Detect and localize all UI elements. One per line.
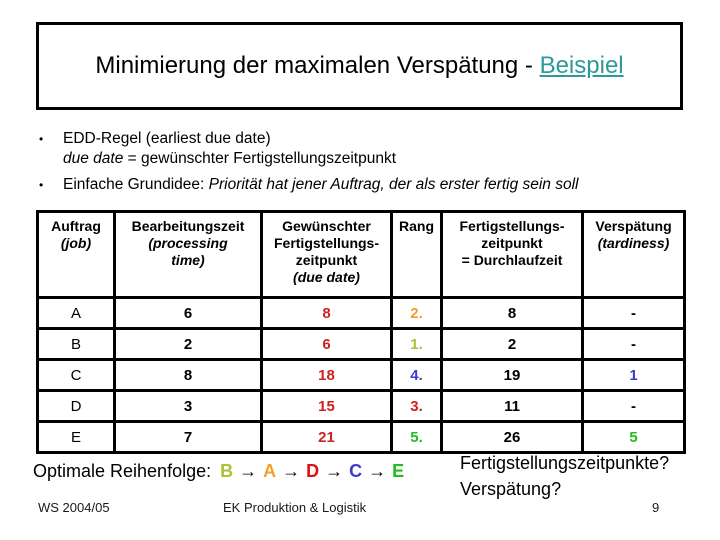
table-row-b: B 2 6 1. 2 - [36, 327, 686, 361]
cell-due-date: 18 [260, 358, 393, 392]
cell-tardiness: - [581, 327, 686, 361]
cell-tardiness: - [581, 296, 686, 330]
bullet-icon: • [39, 178, 44, 192]
table-row-e: E 7 21 5. 26 5 [36, 420, 686, 454]
cell-rank: 2. [390, 296, 443, 330]
col-header-verspaetung: Verspätung (tardiness) [581, 210, 686, 299]
header-line: Verspätung [595, 218, 672, 234]
questions-block: Fertigstellungszeitpunkte? Verspätung? [460, 450, 669, 502]
footer-course-name: EK Produktion & Logistik [223, 500, 367, 515]
bullet-item-grundidee: • Einfache Grundidee: Priorität hat jene… [36, 175, 691, 195]
col-header-due-date: Gewünschter Fertigstellungs- zeitpunkt (… [260, 210, 393, 299]
cell-processing-time: 3 [113, 389, 263, 423]
bullet-text: EDD-Regel (earliest due date) due date =… [63, 129, 691, 169]
header-line: (job) [60, 235, 92, 251]
bullet-edd-line1: EDD-Regel (earliest due date) [63, 130, 271, 147]
cell-processing-time: 7 [113, 420, 263, 454]
due-date-definition: = gewünschter Fertigstellungszeitpunkt [123, 150, 397, 167]
header-line: Fertigstellungs- [273, 235, 379, 251]
question-line-1: Fertigstellungszeitpunkte? [460, 453, 670, 473]
table-row-a: A 6 8 2. 8 - [36, 296, 686, 330]
question-line-2: Verspätung? [460, 479, 562, 499]
cell-processing-time: 8 [113, 358, 263, 392]
sequence-letter-e: E [392, 461, 405, 481]
footer-page-number: 9 [652, 500, 660, 515]
cell-rank: 5. [390, 420, 443, 454]
cell-completion-time: 8 [440, 296, 584, 330]
header-line: = Durchlaufzeit [461, 252, 563, 268]
bullet-text: Einfache Grundidee: Priorität hat jener … [63, 175, 691, 195]
sequence-letter-d: D [306, 461, 320, 481]
sequence-letter-c: C [349, 461, 363, 481]
cell-tardiness: 1 [581, 358, 686, 392]
header-line: time) [171, 252, 205, 268]
header-line: zeitpunkt [295, 252, 358, 268]
due-date-italic: due date [63, 150, 124, 167]
cell-job: B [36, 327, 116, 361]
cell-rank: 4. [390, 358, 443, 392]
grundidee-prefix: Einfache Grundidee: [63, 176, 209, 193]
cell-processing-time: 2 [113, 327, 263, 361]
cell-rank: 3. [390, 389, 443, 423]
title-box: Minimierung der maximalen Verspätung - B… [36, 22, 683, 110]
arrow-icon: → [325, 461, 344, 481]
cell-due-date: 6 [260, 327, 393, 361]
edd-schedule-table: Auftrag (job) Bearbeitungszeit (processi… [36, 210, 686, 454]
cell-job: E [36, 420, 116, 454]
sequence-letter-a: A [263, 461, 277, 481]
cell-due-date: 8 [260, 296, 393, 330]
cell-processing-time: 6 [113, 296, 263, 330]
header-line: Fertigstellungs- [459, 218, 565, 234]
page-title: Minimierung der maximalen Verspätung - B… [95, 52, 623, 80]
cell-rank: 1. [390, 327, 443, 361]
cell-due-date: 21 [260, 420, 393, 454]
bullet-list: • EDD-Regel (earliest due date) due date… [36, 129, 691, 195]
grundidee-italic: Priorität hat jener Auftrag, der als ers… [208, 176, 579, 193]
cell-completion-time: 19 [440, 358, 584, 392]
col-header-rang: Rang [390, 210, 443, 299]
footer-semester: WS 2004/05 [38, 500, 110, 515]
header-line: zeitpunkt [481, 235, 543, 251]
header-line: Gewünschter [282, 218, 371, 234]
sequence-letter-b: B [220, 461, 234, 481]
beispiel-link[interactable]: Beispiel [539, 52, 624, 79]
cell-tardiness: 5 [581, 420, 686, 454]
cell-due-date: 15 [260, 389, 393, 423]
title-main-text: Minimierung der maximalen Verspätung - [95, 52, 540, 79]
cell-completion-time: 2 [440, 327, 584, 361]
arrow-icon: → [282, 461, 301, 481]
cell-completion-time: 26 [440, 420, 584, 454]
cell-tardiness: - [581, 389, 686, 423]
cell-job: D [36, 389, 116, 423]
header-line: (due date) [293, 269, 360, 285]
table-row-d: D 3 15 3. 11 - [36, 389, 686, 423]
table-row-c: C 8 18 4. 19 1 [36, 358, 686, 392]
cell-completion-time: 11 [440, 389, 584, 423]
bullet-icon: • [39, 132, 44, 146]
cell-job: C [36, 358, 116, 392]
col-header-fertigstellungszeitpunkt: Fertigstellungs- zeitpunkt = Durchlaufze… [440, 210, 584, 299]
header-line: (processing [148, 235, 228, 251]
bullet-edd-line2: due date = gewünschter Fertigstellungsze… [63, 149, 691, 169]
header-line: Bearbeitungszeit [131, 218, 245, 234]
col-header-bearbeitungszeit: Bearbeitungszeit (processing time) [113, 210, 263, 299]
table-header-row: Auftrag (job) Bearbeitungszeit (processi… [36, 210, 686, 299]
sequence-label: Optimale Reihenfolge: [33, 461, 212, 481]
header-line: Auftrag [51, 218, 101, 234]
optimal-sequence: Optimale Reihenfolge: B → A → D → C → E [33, 461, 404, 482]
arrow-icon: → [368, 461, 387, 481]
cell-job: A [36, 296, 116, 330]
arrow-icon: → [239, 461, 258, 481]
bullet-item-edd: • EDD-Regel (earliest due date) due date… [36, 129, 691, 169]
header-line: (tardiness) [597, 235, 670, 251]
col-header-auftrag: Auftrag (job) [36, 210, 116, 299]
